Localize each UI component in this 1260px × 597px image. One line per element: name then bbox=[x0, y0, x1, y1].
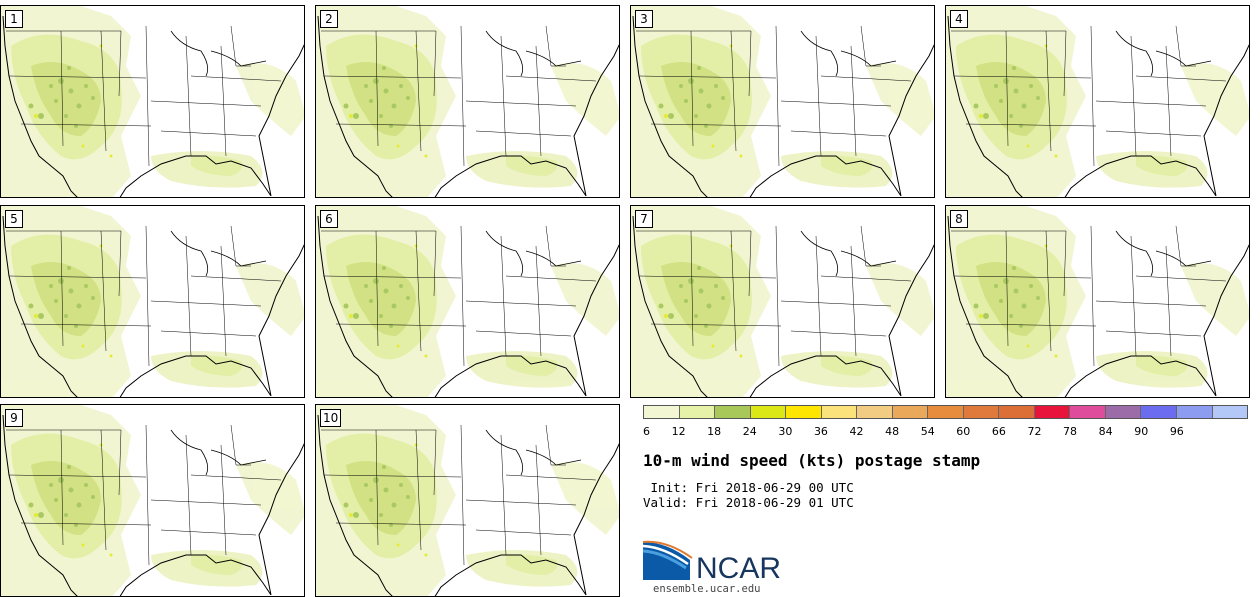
us-map bbox=[631, 6, 934, 197]
boundaries bbox=[317, 215, 619, 397]
member-number: 1 bbox=[5, 10, 23, 28]
colorbar-tick-label: 66 bbox=[991, 425, 1006, 438]
colorbar bbox=[643, 405, 1248, 419]
colorbar-segment bbox=[715, 406, 751, 418]
colorbar-segment bbox=[786, 406, 822, 418]
member-number: 9 bbox=[5, 409, 23, 427]
boundaries bbox=[317, 15, 619, 197]
colorbar-tick-label: 48 bbox=[885, 425, 900, 438]
member-number: 2 bbox=[320, 10, 338, 28]
colorbar-tick-label: 30 bbox=[778, 425, 793, 438]
us-map bbox=[1, 6, 304, 197]
map-panel: 3 bbox=[630, 5, 935, 198]
member-number: 8 bbox=[950, 210, 968, 228]
member-number: 5 bbox=[5, 210, 23, 228]
map-panel: 6 bbox=[315, 205, 620, 398]
member-number: 3 bbox=[635, 10, 653, 28]
boundaries bbox=[2, 215, 304, 397]
boundaries bbox=[317, 414, 619, 596]
map-panel: 2 bbox=[315, 5, 620, 198]
map-panel: 5 bbox=[0, 205, 305, 398]
us-map bbox=[631, 206, 934, 397]
colorbar-segment bbox=[1105, 406, 1142, 418]
plot-title: 10-m wind speed (kts) postage stamp bbox=[643, 451, 981, 470]
colorbar-segment bbox=[679, 406, 716, 418]
colorbar-tick-label: 60 bbox=[956, 425, 971, 438]
map-panel: 7 bbox=[630, 205, 935, 398]
colorbar-segment bbox=[750, 406, 787, 418]
boundaries bbox=[632, 15, 934, 197]
init-time: Init: Fri 2018-06-29 00 UTC bbox=[643, 480, 854, 495]
member-number: 4 bbox=[950, 10, 968, 28]
us-map bbox=[1, 206, 304, 397]
colorbar-ticks: 6 12 18 24 30 36 42 48 54 60 66 72 78 84 90 96 bbox=[643, 425, 1248, 439]
colorbar-segment bbox=[1176, 406, 1213, 418]
colorbar-tick-label: 24 bbox=[742, 425, 757, 438]
boundaries bbox=[2, 414, 304, 596]
boundaries bbox=[632, 215, 934, 397]
colorbar-segment bbox=[1070, 406, 1106, 418]
colorbar-tick-label: 36 bbox=[813, 425, 828, 438]
boundaries bbox=[947, 215, 1249, 397]
colorbar-tick-label: 12 bbox=[671, 425, 686, 438]
colorbar-segment bbox=[963, 406, 1000, 418]
boundaries bbox=[2, 15, 304, 197]
us-map bbox=[1, 405, 304, 596]
valid-time: Valid: Fri 2018-06-29 01 UTC bbox=[643, 495, 854, 510]
colorbar-segment bbox=[821, 406, 858, 418]
us-map bbox=[946, 206, 1249, 397]
colorbar-tick-label: 78 bbox=[1063, 425, 1078, 438]
colorbar-segment bbox=[999, 406, 1035, 418]
map-panel: 4 bbox=[945, 5, 1250, 198]
colorbar-segment bbox=[644, 406, 680, 418]
colorbar-segment bbox=[1212, 406, 1248, 418]
boundaries bbox=[947, 15, 1249, 197]
member-number: 7 bbox=[635, 210, 653, 228]
map-panel: 10 bbox=[315, 404, 620, 597]
member-number: 10 bbox=[320, 409, 342, 427]
colorbar-segment bbox=[857, 406, 893, 418]
colorbar-tick-label: 72 bbox=[1027, 425, 1042, 438]
us-map bbox=[316, 206, 619, 397]
map-panel: 8 bbox=[945, 205, 1250, 398]
member-number: 6 bbox=[320, 210, 338, 228]
colorbar-tick-label: 90 bbox=[1134, 425, 1149, 438]
map-panel: 9 bbox=[0, 404, 305, 597]
us-map bbox=[946, 6, 1249, 197]
us-map bbox=[316, 405, 619, 596]
colorbar-tick-label: 18 bbox=[707, 425, 722, 438]
colorbar-segment bbox=[1034, 406, 1071, 418]
colorbar-segment bbox=[1141, 406, 1177, 418]
colorbar-segment bbox=[892, 406, 929, 418]
colorbar-segment bbox=[928, 406, 964, 418]
us-map bbox=[316, 6, 619, 197]
map-panel: 1 bbox=[0, 5, 305, 198]
wind-field bbox=[316, 206, 619, 397]
colorbar-tick-label: 54 bbox=[920, 425, 935, 438]
colorbar-tick-label: 84 bbox=[1098, 425, 1113, 438]
logo-text: NCAR bbox=[696, 552, 781, 582]
logo-url: ensemble.ucar.edu bbox=[653, 583, 761, 595]
colorbar-tick-label: 42 bbox=[849, 425, 864, 438]
ncar-logo: NCAR bbox=[642, 540, 781, 582]
colorbar-tick-label: 96 bbox=[1169, 425, 1184, 438]
colorbar-tick-label: 6 bbox=[643, 425, 650, 438]
